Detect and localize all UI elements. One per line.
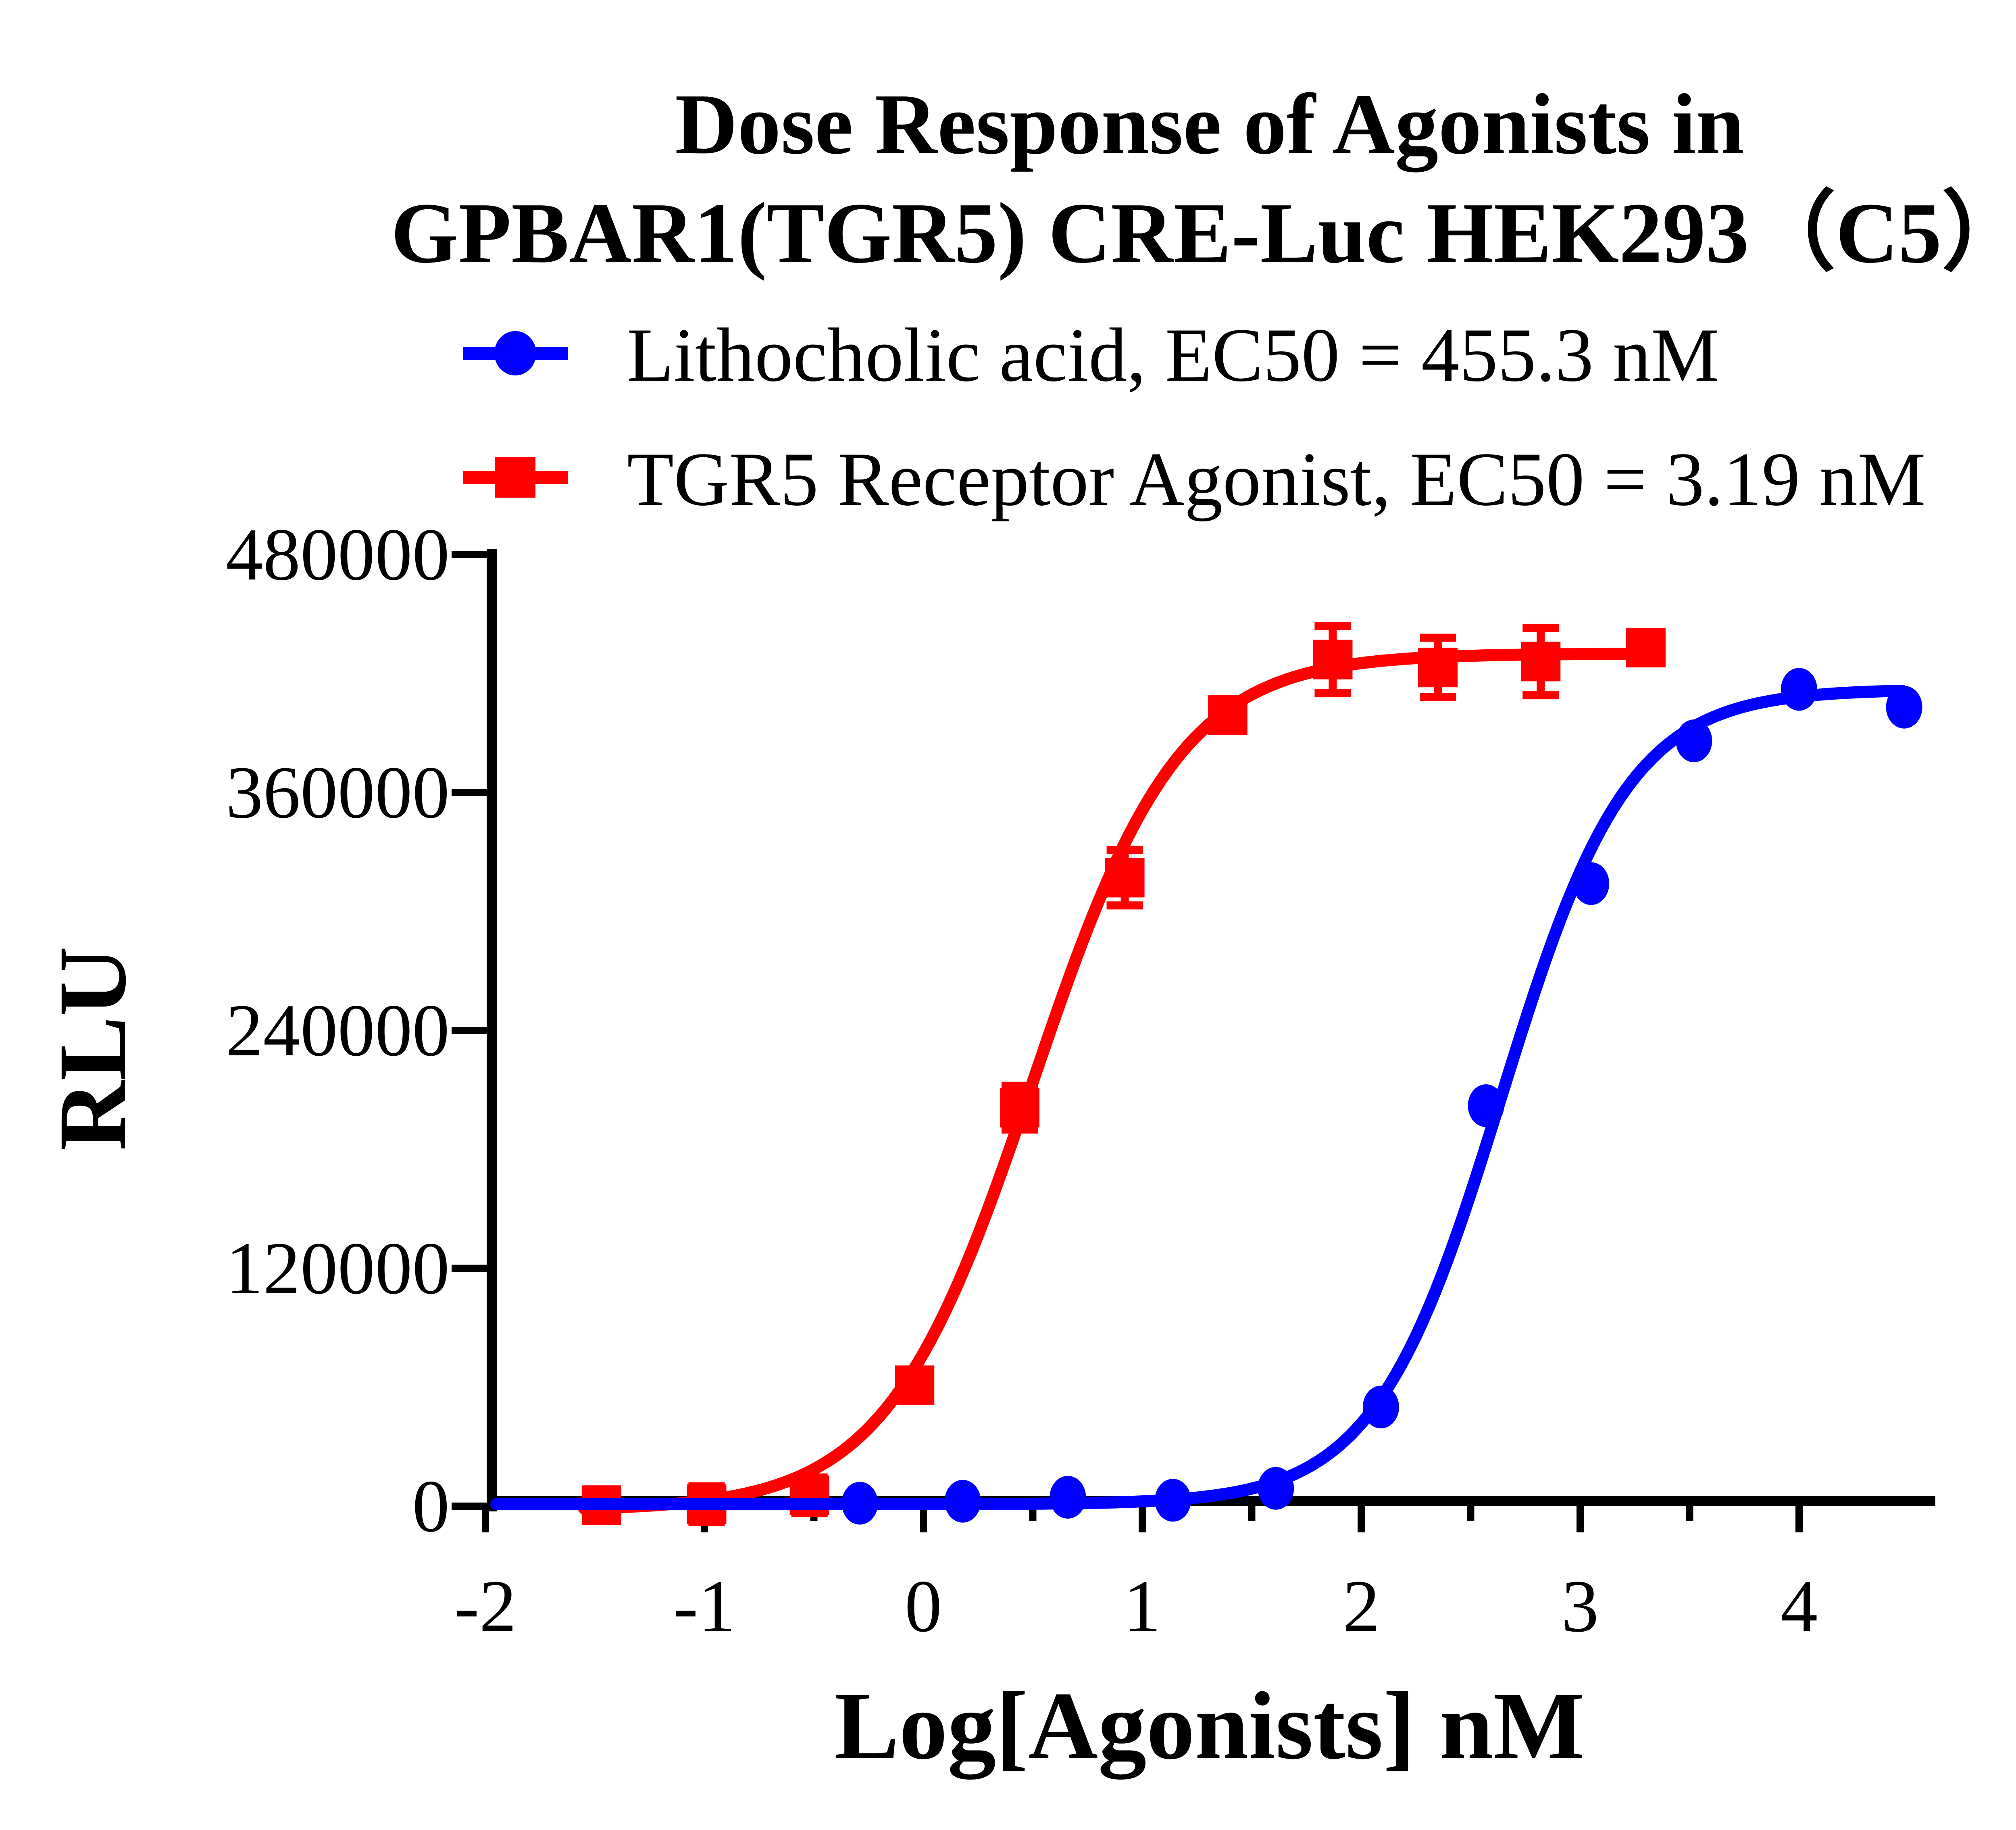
chart-title-line1: Dose Response of Agonists in bbox=[675, 76, 1744, 172]
data-point-square bbox=[1000, 1088, 1039, 1128]
data-point-circle bbox=[1362, 1386, 1399, 1429]
legend-circle-marker-icon bbox=[494, 331, 536, 375]
data-point-circle bbox=[841, 1482, 878, 1525]
series-lithocholic-acid bbox=[490, 668, 1922, 1525]
y-tick-label: 240000 bbox=[226, 989, 450, 1072]
legend-label: TGR5 Receptor Agonist, EC50 = 3.19 nM bbox=[627, 437, 1926, 522]
chart-title-line2: GPBAR1(TGR5) CRE-Luc HEK293（C5） bbox=[391, 185, 2016, 281]
axes: 0 120000 240000 360000 480000 -2 -1 0 1 2 3 4 bbox=[226, 513, 1935, 1648]
data-point-square bbox=[1208, 695, 1248, 735]
data-point-square bbox=[1313, 640, 1353, 679]
series-tgr5-receptor-agonist bbox=[578, 622, 1666, 1526]
x-tick-label: 1 bbox=[1124, 1565, 1161, 1648]
y-tick-label: 360000 bbox=[226, 751, 450, 834]
fit-curve bbox=[490, 685, 1908, 1511]
y-tick-label: 480000 bbox=[226, 513, 450, 596]
y-tick-label: 120000 bbox=[226, 1227, 450, 1310]
data-point-square bbox=[1521, 642, 1561, 682]
fit-curve bbox=[578, 648, 1647, 1515]
data-point-circle bbox=[1258, 1467, 1294, 1510]
legend-item-lithocholic-acid: Lithocholic acid, EC50 = 455.3 nM bbox=[463, 313, 1719, 398]
y-tick-label: 0 bbox=[412, 1465, 450, 1548]
data-point-circle bbox=[1886, 686, 1922, 729]
x-tick-label: 3 bbox=[1562, 1565, 1599, 1648]
legend-item-tgr5-receptor-agonist: TGR5 Receptor Agonist, EC50 = 3.19 nM bbox=[463, 437, 1926, 522]
data-point-circle bbox=[1781, 668, 1817, 711]
data-point-circle bbox=[944, 1480, 981, 1523]
x-tick-label: -2 bbox=[454, 1565, 516, 1648]
data-point-circle bbox=[1676, 719, 1712, 763]
y-axis-title: RLU bbox=[39, 946, 146, 1151]
data-point-circle bbox=[1050, 1476, 1086, 1519]
x-axis-title: Log[Agonists] nM bbox=[835, 1672, 1585, 1780]
x-tick-label: -1 bbox=[673, 1565, 735, 1648]
data-point-square bbox=[1105, 858, 1145, 898]
data-point-square bbox=[895, 1365, 935, 1405]
x-tick-label: 2 bbox=[1343, 1565, 1380, 1648]
data-point-square bbox=[1626, 628, 1666, 668]
data-point-circle bbox=[1468, 1084, 1504, 1127]
legend-label: Lithocholic acid, EC50 = 455.3 nM bbox=[627, 313, 1719, 398]
data-point-square bbox=[1418, 648, 1458, 688]
data-point-circle bbox=[1573, 862, 1610, 905]
legend: Lithocholic acid, EC50 = 455.3 nM TGR5 R… bbox=[463, 313, 1926, 522]
legend-square-marker-icon bbox=[495, 457, 535, 498]
x-tick-label: 4 bbox=[1781, 1565, 1818, 1648]
data-point-circle bbox=[1155, 1479, 1191, 1522]
x-tick-label: 0 bbox=[905, 1565, 942, 1648]
